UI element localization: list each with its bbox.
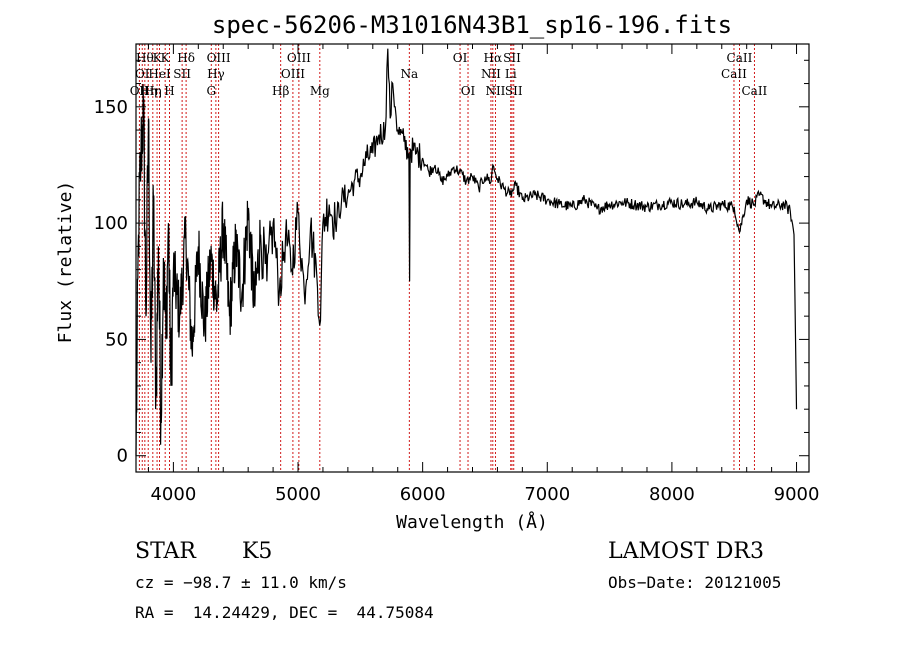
line-marker-label: OIII — [281, 67, 305, 81]
emission-line-labels: OIIOIHθHηHηKHeIKHSIIHδGHγOIIIHβOIIIOIIIM… — [130, 51, 768, 98]
line-marker-label: CaII — [741, 84, 767, 98]
line-marker-label: G — [206, 84, 216, 98]
line-marker-label: NII — [485, 84, 505, 98]
line-marker-label: OIII — [207, 51, 231, 65]
line-marker-label: Hγ — [207, 67, 225, 81]
x-tick-label: 5000 — [275, 484, 321, 505]
x-tick-label: 7000 — [524, 484, 570, 505]
spectrum-chart: spec-56206-M31016N43B1_sp16-196.fits OII… — [55, 11, 820, 533]
y-tick-label: 150 — [94, 97, 128, 118]
line-marker-label: CaII — [721, 67, 747, 81]
y-tick-label: 0 — [117, 446, 128, 467]
x-tick-label: 8000 — [649, 484, 695, 505]
chart-title: spec-56206-M31016N43B1_sp16-196.fits — [212, 11, 732, 39]
line-marker-label: OI — [453, 51, 468, 65]
line-marker-label: Li — [505, 67, 517, 81]
y-tick-label: 50 — [105, 329, 128, 350]
ra-dec-coordinates: RA = 14.24429, DEC = 44.75084 — [135, 603, 434, 622]
line-marker-label: Hδ — [177, 51, 195, 65]
y-axis-label: Flux (relative) — [55, 181, 76, 344]
line-marker-label: OII — [130, 84, 150, 98]
survey-name: LAMOST DR3 — [608, 539, 764, 564]
object-class: STAR — [135, 539, 196, 564]
line-marker-label: SII — [505, 84, 523, 98]
object-subclass: K5 — [242, 539, 273, 564]
redshift-velocity: cz = −98.7 ± 11.0 km/s — [135, 573, 347, 592]
y-tick-label: 100 — [94, 213, 128, 234]
x-axis-label: Wavelength (Å) — [396, 511, 548, 533]
line-marker-label: Hη — [144, 84, 162, 98]
x-tick-label: 9000 — [774, 484, 820, 505]
line-marker-label: K — [153, 51, 163, 65]
line-marker-label: Hβ — [272, 84, 289, 98]
line-marker-label: NII — [481, 67, 501, 81]
x-tick-label: 6000 — [400, 484, 446, 505]
observation-date: Obs−Date: 20121005 — [608, 573, 782, 592]
line-marker-label: SII — [503, 51, 521, 65]
line-marker-label: Hθ — [136, 51, 154, 65]
line-marker-label: SII — [173, 67, 191, 81]
line-marker-label: Mg — [310, 84, 330, 98]
line-marker-label: OIII — [287, 51, 311, 65]
spectrum-line — [135, 48, 798, 456]
y-axis-ticks: 0 50 100 150 — [94, 59, 809, 467]
x-axis-ticks: 4000 5000 6000 7000 8000 9000 — [147, 44, 820, 505]
line-marker-label: CaII — [727, 51, 753, 65]
line-marker-label: HeI — [148, 67, 171, 81]
emission-line-markers — [138, 44, 755, 472]
x-tick-label: 4000 — [150, 484, 196, 505]
line-marker-label: K — [161, 51, 171, 65]
line-marker-label: OI — [461, 84, 476, 98]
line-marker-label: OI — [135, 67, 150, 81]
line-marker-label: H — [164, 84, 174, 98]
line-marker-label: Hα — [484, 51, 503, 65]
line-marker-label: Na — [400, 67, 418, 81]
